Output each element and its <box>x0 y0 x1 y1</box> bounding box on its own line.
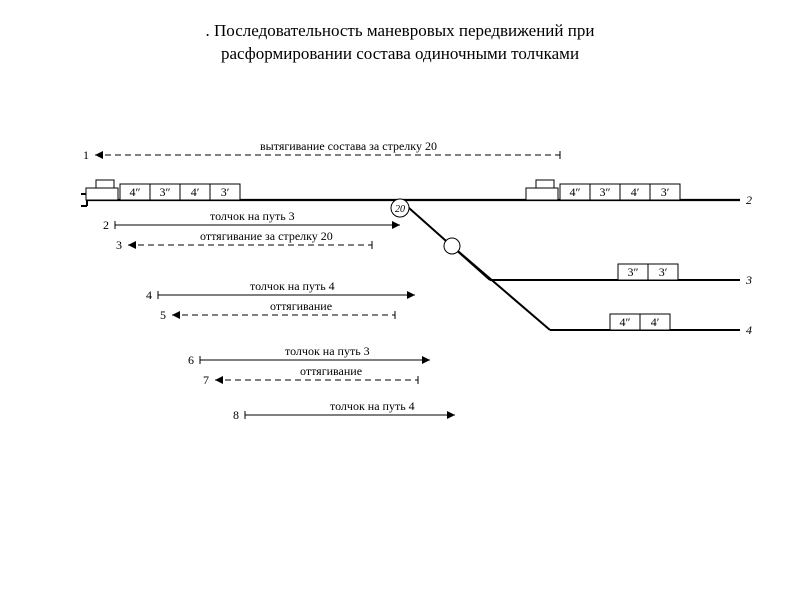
svg-text:3′: 3′ <box>661 185 670 199</box>
svg-text:3: 3 <box>116 238 122 252</box>
svg-text:толчок на путь 3: толчок на путь 3 <box>285 344 370 358</box>
svg-text:7: 7 <box>203 373 209 387</box>
svg-text:4″: 4″ <box>130 185 141 199</box>
svg-text:3″: 3″ <box>628 265 639 279</box>
svg-text:3″: 3″ <box>160 185 171 199</box>
svg-text:2: 2 <box>746 193 752 207</box>
svg-text:5: 5 <box>160 308 166 322</box>
svg-text:3″: 3″ <box>600 185 611 199</box>
svg-text:оттягивание: оттягивание <box>300 364 362 378</box>
svg-text:2: 2 <box>103 218 109 232</box>
svg-text:6: 6 <box>188 353 194 367</box>
svg-text:толчок на путь 3: толчок на путь 3 <box>210 209 295 223</box>
svg-text:4′: 4′ <box>651 315 660 329</box>
shunting-diagram: 202344″3″4′3′4″3″4′3′3″3′4″4′1вытягивани… <box>0 0 800 600</box>
svg-text:3′: 3′ <box>221 185 230 199</box>
svg-text:3: 3 <box>745 273 752 287</box>
svg-text:20: 20 <box>395 204 405 215</box>
svg-text:4′: 4′ <box>631 185 640 199</box>
svg-text:8: 8 <box>233 408 239 422</box>
svg-text:4″: 4″ <box>570 185 581 199</box>
svg-text:4′: 4′ <box>191 185 200 199</box>
svg-text:4: 4 <box>146 288 152 302</box>
svg-text:4″: 4″ <box>620 315 631 329</box>
svg-text:4: 4 <box>746 323 752 337</box>
svg-text:толчок на путь 4: толчок на путь 4 <box>330 399 415 413</box>
svg-text:вытягивание состава за стрелку: вытягивание состава за стрелку 20 <box>260 139 437 153</box>
svg-text:оттягивание: оттягивание <box>270 299 332 313</box>
svg-text:3′: 3′ <box>659 265 668 279</box>
svg-text:1: 1 <box>83 148 89 162</box>
svg-text:оттягивание за стрелку 20: оттягивание за стрелку 20 <box>200 229 333 243</box>
svg-text:толчок на путь 4: толчок на путь 4 <box>250 279 335 293</box>
